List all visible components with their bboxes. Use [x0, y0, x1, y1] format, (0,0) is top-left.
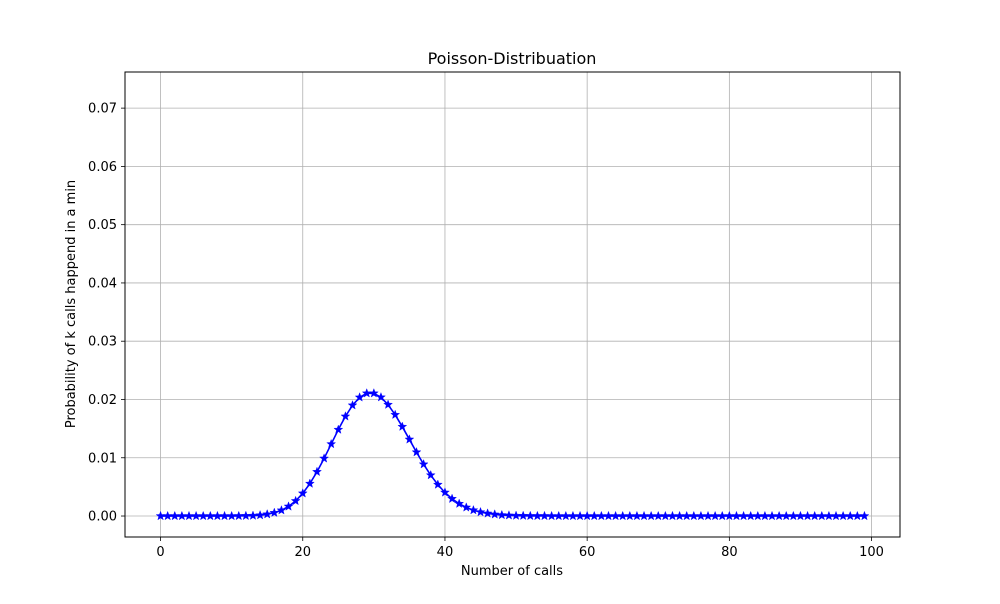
data-point [397, 421, 408, 431]
data-point [383, 399, 393, 409]
data-point [376, 392, 386, 402]
series-layer [155, 388, 870, 521]
data-point [255, 510, 266, 520]
data-point [404, 434, 415, 444]
y-tick-label: 0.03 [88, 335, 117, 350]
data-point [418, 459, 429, 469]
x-tick-label: 0 [156, 545, 164, 560]
data-point [504, 510, 514, 520]
data-point [461, 502, 472, 512]
x-tick-label: 60 [579, 545, 596, 560]
data-point [425, 469, 436, 480]
data-point [340, 411, 351, 421]
y-tick-label: 0.04 [88, 276, 117, 291]
chart-title: Poisson-Distribuation [428, 49, 597, 68]
data-point [312, 466, 322, 477]
ticks: 0 20 40 60 80 100 0.00 0.01 0.02 0.03 0.04 0.05 0.06… [88, 102, 884, 560]
x-tick-label: 20 [294, 545, 311, 560]
data-point [454, 498, 465, 508]
data-point [269, 507, 280, 517]
data-point [859, 510, 870, 521]
data-point [290, 495, 301, 506]
data-point [390, 409, 401, 419]
y-tick-label: 0.06 [88, 160, 117, 175]
y-tick-label: 0.07 [88, 102, 117, 117]
data-point [496, 509, 507, 520]
data-point [475, 506, 486, 517]
data-point [283, 501, 294, 511]
plot-frame [124, 71, 901, 538]
data-point [440, 487, 450, 497]
x-tick-label: 40 [437, 545, 454, 560]
data-point [354, 392, 365, 402]
data-point [304, 478, 315, 488]
data-point [489, 509, 500, 519]
data-point [319, 453, 330, 463]
y-tick-label: 0.02 [88, 393, 117, 408]
data-point [333, 424, 344, 434]
data-point [447, 493, 457, 503]
y-tick-label: 0.05 [88, 218, 117, 233]
y-axis-label: Probability of k calls happend in a min [64, 180, 79, 428]
data-point [432, 479, 443, 489]
data-point [368, 388, 379, 398]
data-point [411, 447, 422, 457]
x-tick-label: 80 [721, 545, 738, 560]
data-point [297, 488, 308, 498]
data-point [468, 505, 479, 515]
data-point [347, 400, 358, 410]
data-point [276, 505, 287, 515]
y-tick-label: 0.00 [88, 510, 117, 525]
data-point [262, 509, 273, 519]
x-axis-label: Number of calls [461, 564, 563, 579]
x-tick-label: 100 [859, 545, 884, 560]
grid [125, 72, 900, 537]
data-point [326, 438, 337, 449]
y-tick-label: 0.01 [88, 451, 117, 466]
data-point [482, 508, 493, 518]
